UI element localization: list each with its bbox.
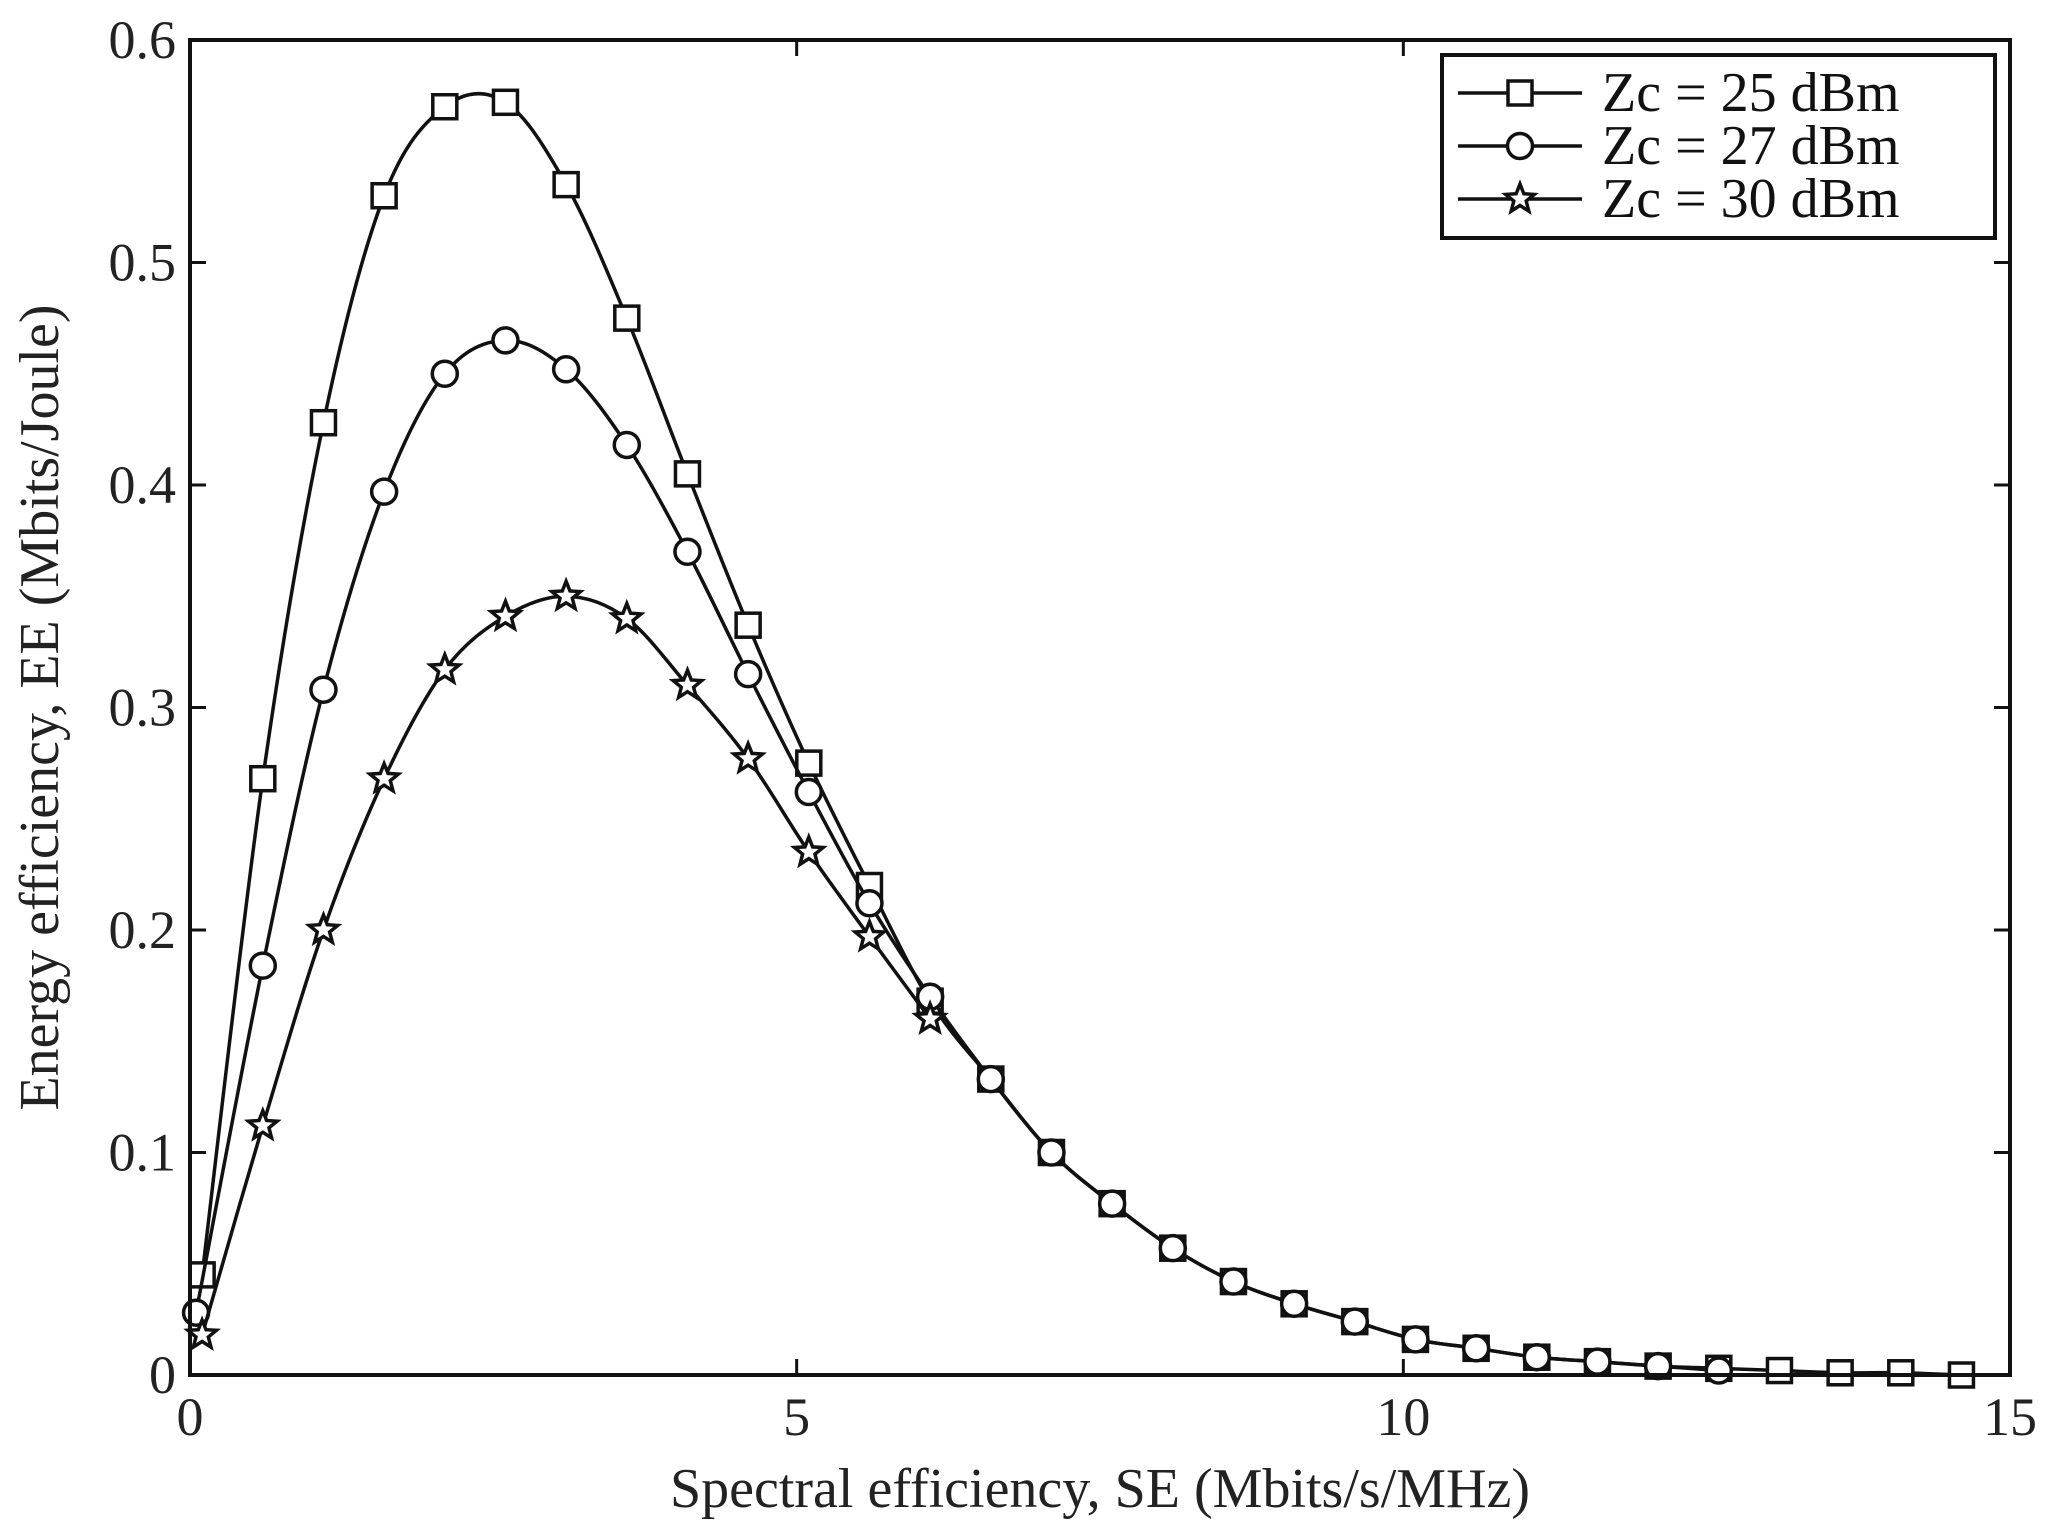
data-point-circle <box>1583 1347 1612 1376</box>
data-point-circle <box>1643 1351 1673 1381</box>
data-point-square <box>613 304 641 332</box>
legend-marker-square <box>1506 79 1534 107</box>
data-point-square <box>249 764 277 793</box>
data-point-circle <box>248 951 278 980</box>
y-tick-label: 0.2 <box>109 900 177 960</box>
data-point-circle <box>1522 1342 1552 1372</box>
data-point-circle <box>491 326 520 355</box>
data-point-star <box>607 598 646 635</box>
data-point-square <box>309 408 338 437</box>
data-point-star <box>850 916 889 953</box>
data-point-circle <box>794 777 824 807</box>
series-circle <box>181 326 1734 1385</box>
data-point-circle <box>1219 1267 1248 1296</box>
x-tick-label: 0 <box>177 1387 204 1447</box>
data-point-square <box>370 182 398 210</box>
data-point-star <box>547 576 585 613</box>
legend-label: Zc = 30 dBm <box>1602 168 1900 230</box>
data-point-circle <box>430 359 460 388</box>
data-point-circle <box>673 537 702 566</box>
data-point-star <box>486 596 525 633</box>
y-tick-label: 0.4 <box>109 455 177 515</box>
data-point-star <box>911 999 949 1035</box>
y-tick-label: 0.1 <box>109 1123 177 1183</box>
data-point-circle <box>733 659 763 689</box>
data-point-circle <box>1340 1307 1370 1336</box>
data-point-circle <box>976 1064 1006 1094</box>
y-tick-label: 0.6 <box>109 10 177 70</box>
x-tick-label: 5 <box>783 1387 810 1447</box>
data-point-circle <box>1704 1356 1734 1385</box>
legend-entry-circle: Zc = 27 dBm <box>1458 115 1900 177</box>
x-axis-label: Spectral efficiency, SE (Mbits/s/MHz) <box>670 1458 1530 1520</box>
data-point-star <box>668 665 707 702</box>
data-point-circle <box>1158 1233 1188 1263</box>
data-point-star <box>304 910 343 946</box>
data-point-square <box>552 170 580 199</box>
data-point-square <box>1826 1359 1854 1387</box>
legend-label: Zc = 25 dBm <box>1602 62 1900 124</box>
legend-marker-star <box>1501 179 1539 215</box>
data-point-circle <box>369 477 399 506</box>
data-point-square <box>1887 1359 1915 1387</box>
data-point-square <box>734 611 762 639</box>
data-point-circle <box>551 355 581 384</box>
data-point-circle <box>612 430 642 460</box>
data-point-circle <box>1279 1289 1309 1319</box>
x-tick-label: 15 <box>1983 1387 2037 1447</box>
data-point-circle <box>1097 1189 1127 1218</box>
legend-entry-star: Zc = 30 dBm <box>1458 168 1900 230</box>
y-axis-label: Energy efficiency, EE (Mbits/Joule) <box>9 304 71 1110</box>
data-point-circle <box>1037 1138 1066 1167</box>
x-tick-label: 10 <box>1376 1387 1430 1447</box>
data-point-star <box>365 758 403 795</box>
y-tick-label: 0.5 <box>109 233 177 293</box>
data-point-star <box>789 832 828 869</box>
data-point-star <box>729 738 767 775</box>
data-point-circle <box>309 675 338 704</box>
data-point-square <box>673 460 702 488</box>
data-point-circle <box>1401 1325 1430 1354</box>
data-point-square <box>491 88 520 117</box>
data-point-circle <box>1461 1334 1491 1363</box>
y-tick-label: 0.3 <box>109 678 177 738</box>
series-star <box>183 576 949 1351</box>
data-point-star <box>425 649 464 686</box>
legend-label: Zc = 27 dBm <box>1602 115 1900 177</box>
legend-marker-circle <box>1505 131 1535 161</box>
data-point-square <box>431 93 459 121</box>
data-point-square <box>795 749 823 777</box>
data-point-star <box>243 1106 282 1142</box>
plot-frame <box>188 38 2012 1377</box>
series-layer <box>181 88 1976 1389</box>
legend-entry-square: Zc = 25 dBm <box>1458 62 1900 124</box>
data-point-circle <box>855 889 884 918</box>
data-point-square <box>1765 1356 1794 1385</box>
y-tick-label: 0 <box>149 1345 176 1405</box>
